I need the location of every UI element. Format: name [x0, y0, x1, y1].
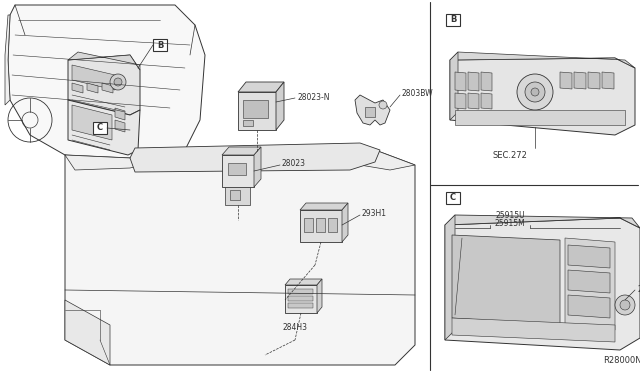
Bar [304, 218, 313, 232]
Polygon shape [238, 92, 276, 130]
Bar [243, 100, 268, 118]
Bar [446, 192, 460, 204]
Polygon shape [602, 72, 614, 89]
Bar [446, 14, 460, 26]
Bar [316, 218, 325, 232]
Bar [288, 289, 313, 294]
Polygon shape [238, 82, 284, 92]
Text: C: C [97, 124, 103, 132]
Circle shape [620, 300, 630, 310]
Polygon shape [455, 72, 466, 91]
Polygon shape [5, 15, 10, 105]
Bar [455, 110, 625, 125]
Polygon shape [68, 52, 140, 70]
Polygon shape [450, 52, 458, 120]
Text: 28023: 28023 [282, 158, 306, 167]
Polygon shape [365, 107, 375, 117]
Text: 25915U: 25915U [495, 211, 525, 219]
Polygon shape [68, 55, 140, 115]
Polygon shape [450, 58, 635, 135]
Polygon shape [450, 52, 635, 68]
Polygon shape [565, 238, 615, 330]
Polygon shape [452, 235, 560, 325]
Bar [230, 190, 240, 200]
Circle shape [615, 295, 635, 315]
Bar [228, 163, 246, 175]
Polygon shape [222, 155, 254, 187]
Polygon shape [445, 215, 640, 228]
Polygon shape [568, 270, 610, 293]
Polygon shape [102, 83, 113, 93]
Polygon shape [355, 95, 390, 125]
Polygon shape [560, 72, 572, 89]
Polygon shape [65, 300, 110, 365]
Polygon shape [481, 72, 492, 91]
Circle shape [517, 74, 553, 110]
Polygon shape [568, 245, 610, 268]
Polygon shape [445, 218, 640, 350]
Text: 284H3: 284H3 [282, 323, 307, 331]
Text: R28000N2: R28000N2 [603, 356, 640, 365]
Polygon shape [455, 93, 466, 109]
Polygon shape [317, 279, 322, 313]
Text: B: B [450, 16, 456, 25]
Polygon shape [68, 100, 140, 155]
Circle shape [525, 82, 545, 102]
Polygon shape [254, 147, 261, 187]
Polygon shape [72, 105, 112, 140]
Text: 28023-N: 28023-N [297, 93, 330, 102]
Text: B: B [157, 41, 163, 49]
Polygon shape [65, 148, 415, 365]
Polygon shape [72, 83, 83, 93]
Polygon shape [8, 5, 205, 170]
Circle shape [531, 88, 539, 96]
Polygon shape [276, 82, 284, 130]
Text: SEC.272: SEC.272 [493, 151, 527, 160]
Circle shape [110, 74, 126, 90]
Polygon shape [115, 108, 125, 120]
Polygon shape [574, 72, 586, 89]
Polygon shape [285, 279, 322, 285]
Text: 25381D: 25381D [637, 285, 640, 295]
Polygon shape [115, 120, 125, 132]
Text: 293H1: 293H1 [362, 208, 387, 218]
Text: C: C [450, 193, 456, 202]
Circle shape [114, 78, 122, 86]
Polygon shape [481, 93, 492, 109]
Polygon shape [87, 83, 98, 93]
Bar [93, 122, 107, 134]
Polygon shape [300, 210, 342, 242]
Polygon shape [300, 203, 348, 210]
Polygon shape [468, 93, 479, 109]
Text: 2803BW: 2803BW [402, 89, 434, 97]
Polygon shape [452, 318, 615, 342]
Bar [243, 120, 253, 126]
Circle shape [379, 101, 387, 109]
Polygon shape [130, 143, 380, 172]
Text: 25915M: 25915M [495, 218, 525, 228]
Polygon shape [222, 147, 261, 155]
Polygon shape [65, 148, 415, 170]
Polygon shape [72, 65, 115, 90]
Bar [288, 296, 313, 301]
Polygon shape [225, 187, 250, 205]
Polygon shape [568, 295, 610, 318]
Bar [153, 39, 167, 51]
Polygon shape [445, 215, 455, 340]
Bar [288, 303, 313, 308]
Bar [328, 218, 337, 232]
Polygon shape [468, 72, 479, 91]
Polygon shape [342, 203, 348, 242]
Polygon shape [285, 285, 317, 313]
Polygon shape [588, 72, 600, 89]
